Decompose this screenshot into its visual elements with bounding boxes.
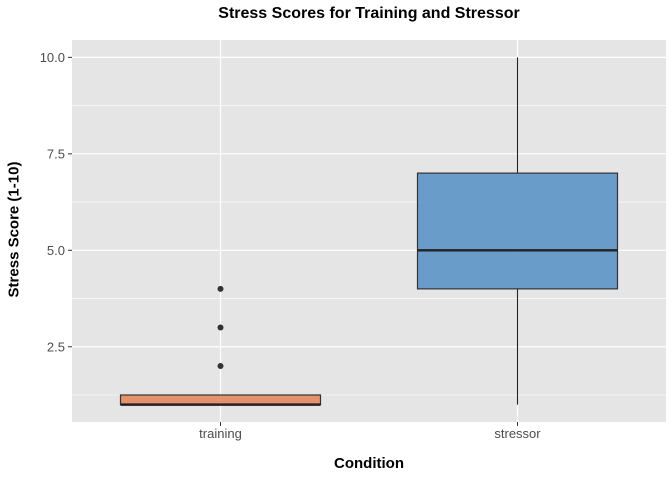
x-axis-ticks: training stressor — [199, 422, 541, 441]
y-tick-label: 5.0 — [47, 243, 65, 258]
outlier-point — [217, 363, 224, 370]
outlier-point — [217, 285, 224, 292]
box-stressor — [416, 172, 619, 290]
outlier-point — [217, 324, 224, 331]
y-tick-label: 7.5 — [47, 146, 65, 161]
y-tick-label: 2.5 — [47, 339, 65, 354]
x-tick-label: training — [199, 426, 242, 441]
y-axis-ticks: 2.5 5.0 7.5 10.0 — [40, 50, 72, 354]
y-tick-label: 10.0 — [40, 50, 65, 65]
x-axis-label: Condition — [334, 455, 404, 472]
x-tick-label: stressor — [494, 426, 541, 441]
chart-title: Stress Scores for Training and Stressor — [218, 5, 520, 22]
boxes — [119, 57, 619, 406]
y-axis-label: Stress Score (1-10) — [5, 161, 23, 298]
box-training — [119, 394, 322, 406]
